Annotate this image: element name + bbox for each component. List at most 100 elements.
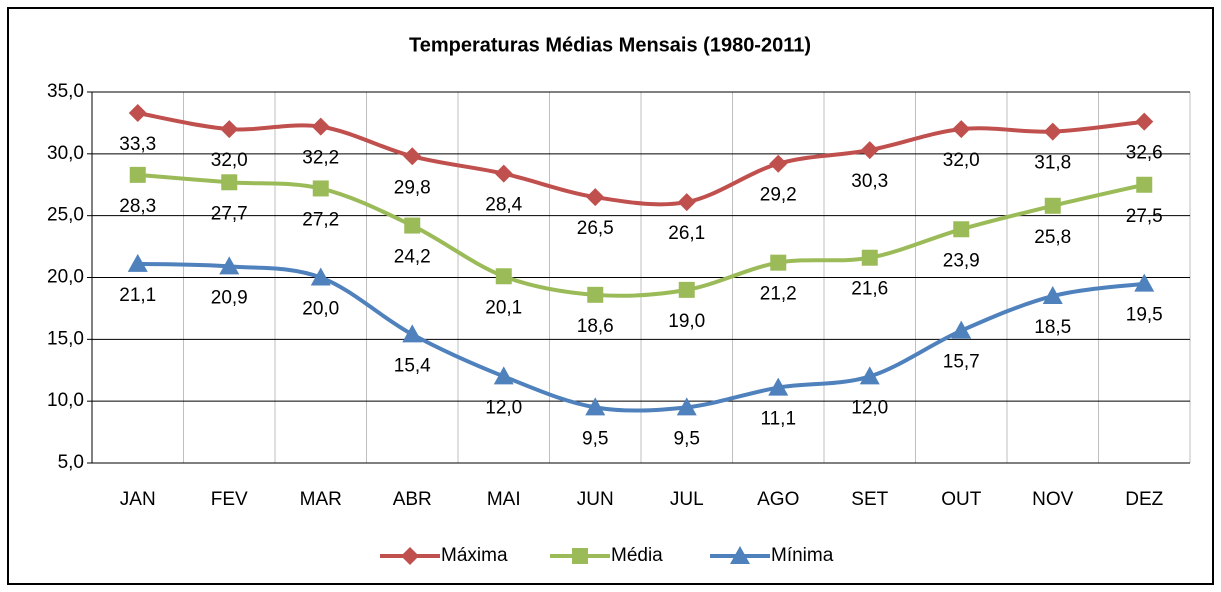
data-label: 19,0 [668,311,705,332]
y-tick-label: 30,0 [47,143,84,164]
data-label: 11,1 [760,409,796,430]
data-label: 32,0 [943,150,980,171]
y-tick-label: 20,0 [47,267,84,288]
data-label: 12,0 [851,397,888,418]
point-marker [1043,122,1062,141]
point-marker [586,188,605,207]
point-marker [951,320,972,339]
data-label: 20,9 [211,287,248,308]
point-marker [1136,176,1153,193]
data-label: 27,5 [1126,206,1163,227]
data-label: 26,1 [668,223,705,244]
point-marker [1044,197,1061,214]
point-marker [677,193,696,212]
point-marker [310,267,331,286]
point-marker [953,221,970,238]
data-label: 27,2 [302,209,339,230]
legend-marker [401,547,419,565]
point-marker [770,254,787,271]
x-tick-label: DEZ [1125,489,1163,510]
data-label: 15,7 [943,352,980,373]
point-marker [1135,112,1154,131]
x-tick-label: JUL [670,489,704,510]
x-tick-label: MAR [300,489,342,510]
point-marker [769,154,788,173]
point-marker [129,166,146,183]
x-tick-label: NOV [1032,489,1074,510]
x-tick-label: AGO [757,489,799,510]
point-marker [404,217,421,234]
point-marker [860,141,879,160]
point-marker [221,174,238,191]
point-marker [311,117,330,136]
point-marker [1134,273,1155,292]
point-marker [859,366,880,385]
data-label: 9,5 [582,428,608,449]
point-marker [220,120,239,139]
x-tick-label: MAI [487,489,521,510]
data-label: 28,4 [485,195,522,216]
point-marker [495,268,512,285]
point-marker [128,104,147,123]
data-label: 27,7 [211,203,248,224]
point-marker [768,377,789,396]
point-marker [952,120,971,139]
y-tick-label: 25,0 [47,205,84,226]
y-tick-label: 35,0 [47,81,84,102]
point-marker [403,147,422,166]
point-marker [676,397,697,416]
point-marker [678,281,695,298]
data-label: 29,2 [760,185,797,206]
x-tick-label: JAN [120,489,156,510]
y-tick-label: 15,0 [47,328,84,349]
data-label: 21,1 [119,285,156,306]
legend-label: Média [611,545,663,566]
point-marker [587,286,604,303]
point-marker [1042,286,1063,305]
data-label: 20,1 [485,297,522,318]
legend-marker [730,546,750,564]
point-marker [493,366,514,385]
x-tick-label: FEV [211,489,248,510]
x-tick-label: ABR [393,489,432,510]
legend-label: Mínima [771,545,834,566]
data-label: 21,2 [760,284,797,305]
data-label: 24,2 [394,247,431,268]
data-label: 32,6 [1126,143,1163,164]
point-marker [127,253,148,272]
data-label: 26,5 [577,218,614,239]
x-tick-label: SET [851,489,888,510]
data-label: 30,3 [851,171,888,192]
point-marker [219,256,240,275]
chart-title: Temperaturas Médias Mensais (1980-2011) [409,34,811,56]
data-label: 23,9 [943,250,980,271]
data-label: 33,3 [119,134,156,155]
data-label: 28,3 [119,196,156,217]
data-label: 15,4 [394,355,431,376]
point-marker [585,397,606,416]
data-label: 9,5 [674,428,700,449]
data-label: 20,0 [302,299,339,320]
point-marker [494,164,513,183]
data-label: 32,0 [211,150,248,171]
x-tick-label: OUT [941,489,982,510]
data-label: 18,5 [1034,317,1071,338]
data-label: 31,8 [1034,153,1071,174]
y-tick-label: 10,0 [47,390,84,411]
data-label: 12,0 [485,397,522,418]
data-label: 25,8 [1034,227,1071,248]
data-label: 18,6 [577,316,614,337]
legend-label: Máxima [441,545,508,566]
point-marker [861,249,878,266]
data-label: 32,2 [302,148,339,169]
data-label: 29,8 [394,177,431,198]
x-tick-label: JUN [577,489,614,510]
point-marker [312,180,329,197]
data-label: 21,6 [851,279,888,300]
legend-marker [572,548,588,564]
data-label: 19,5 [1126,305,1163,326]
point-marker [402,324,423,343]
y-tick-label: 5,0 [58,452,84,473]
